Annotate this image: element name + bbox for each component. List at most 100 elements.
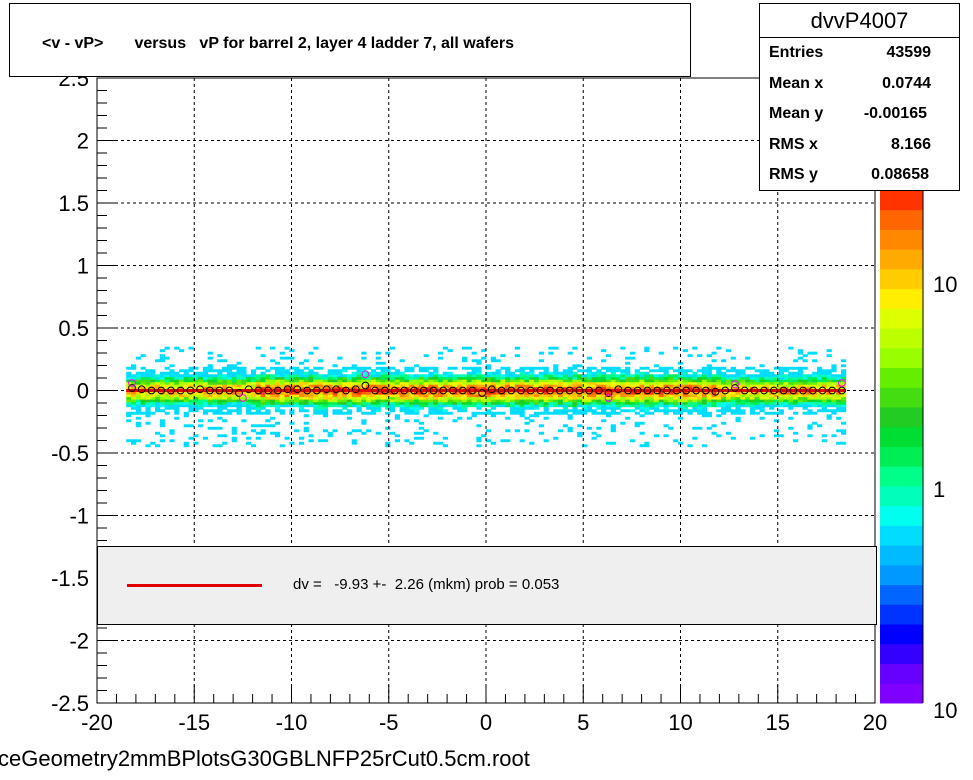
- heat-cell: [313, 376, 319, 380]
- heat-cell: [572, 396, 578, 400]
- heat-cell: [836, 396, 842, 400]
- heat-cell: [514, 374, 520, 378]
- heat-cell: [682, 371, 688, 375]
- heat-cell: [817, 369, 823, 373]
- heat-cell: [817, 404, 823, 408]
- heat-cell: [591, 374, 597, 378]
- heat-cell: [529, 441, 535, 445]
- heat-cell: [164, 366, 170, 370]
- heat-cell: [514, 396, 520, 400]
- heat-cell: [140, 376, 146, 380]
- heat-cell: [514, 381, 520, 385]
- heat-cell: [812, 359, 818, 363]
- heat-cell: [529, 386, 535, 390]
- heat-cell: [754, 376, 760, 380]
- heat-cell: [706, 411, 712, 415]
- heat-cell: [596, 406, 602, 410]
- heat-cell: [202, 394, 209, 398]
- heat-cell: [164, 406, 170, 410]
- heat-cell: [677, 441, 684, 445]
- heat-cell: [783, 401, 789, 405]
- heat-cell: [634, 381, 640, 385]
- heat-cell: [821, 374, 827, 378]
- heat-cell: [706, 376, 712, 380]
- heat-cell: [629, 391, 636, 395]
- heat-cell: [716, 386, 722, 390]
- heat-cell: [313, 404, 319, 408]
- heat-cell: [634, 394, 640, 398]
- heat-cell: [769, 394, 775, 398]
- heat-cell: [303, 429, 309, 433]
- heat-cell: [279, 391, 285, 395]
- heat-cell: [438, 404, 444, 408]
- heat-cell: [284, 436, 290, 440]
- heat-cell: [433, 376, 439, 380]
- heat-cell: [490, 401, 496, 405]
- profile-point: [264, 386, 273, 395]
- heat-cell: [841, 364, 847, 368]
- heat-cell: [356, 409, 362, 413]
- heat-cell: [457, 394, 463, 398]
- heat-cell: [677, 386, 684, 390]
- heat-cell: [126, 376, 132, 380]
- heat-cell: [639, 409, 645, 413]
- heat-cell: [442, 436, 448, 440]
- profile-point: [546, 386, 555, 395]
- heat-cell: [433, 366, 439, 370]
- heat-cell: [778, 381, 784, 385]
- heat-cell: [226, 391, 233, 395]
- heat-cell: [145, 401, 151, 405]
- heat-cell: [572, 404, 578, 408]
- profile-point: [205, 386, 214, 395]
- heat-cell: [217, 416, 223, 420]
- heat-cell: [255, 409, 261, 413]
- heat-cell: [318, 409, 324, 413]
- heat-cell: [500, 366, 506, 370]
- heat-cell: [653, 386, 660, 390]
- heat-cell: [745, 394, 751, 398]
- profile-point: [390, 386, 399, 395]
- heat-cell: [217, 406, 223, 410]
- heat-cell: [510, 394, 516, 398]
- heat-cell: [534, 399, 540, 403]
- heat-cell: [620, 391, 626, 395]
- heat-cell: [486, 376, 492, 380]
- heat-cell: [701, 399, 708, 403]
- heat-cell: [510, 401, 516, 405]
- heat-cell: [150, 441, 156, 445]
- heat-cell: [644, 409, 650, 413]
- heat-cell: [145, 421, 151, 425]
- heat-cell: [510, 371, 516, 375]
- heat-cell: [188, 384, 194, 388]
- heat-cell: [260, 406, 266, 410]
- heat-cell: [697, 386, 703, 390]
- heat-cell: [193, 371, 199, 375]
- heat-cell: [558, 429, 564, 433]
- heat-cell: [438, 379, 444, 383]
- heat-cell: [274, 406, 281, 410]
- heat-cell: [193, 379, 199, 383]
- heat-cell: [428, 384, 434, 388]
- heat-cell: [346, 379, 353, 383]
- heat-cell: [802, 404, 808, 408]
- heat-cell: [231, 399, 237, 403]
- heat-cell: [289, 411, 295, 415]
- heat-cell: [783, 384, 789, 388]
- heat-cell: [572, 374, 578, 378]
- heat-cell: [183, 376, 189, 380]
- heat-cell: [476, 386, 482, 390]
- heat-cell: [327, 374, 333, 378]
- heat-cell: [294, 404, 300, 408]
- heat-cell: [697, 384, 703, 388]
- heat-cell: [375, 391, 381, 395]
- heat-cell: [462, 401, 468, 405]
- heat-cell: [620, 421, 626, 425]
- heat-cell: [495, 371, 501, 375]
- heat-cell: [567, 376, 573, 380]
- heat-cell: [246, 376, 252, 380]
- heat-cell: [788, 366, 794, 370]
- heat-cell: [327, 381, 333, 385]
- heat-cell: [260, 386, 266, 390]
- heat-cell: [159, 394, 165, 398]
- heat-cell: [337, 396, 343, 400]
